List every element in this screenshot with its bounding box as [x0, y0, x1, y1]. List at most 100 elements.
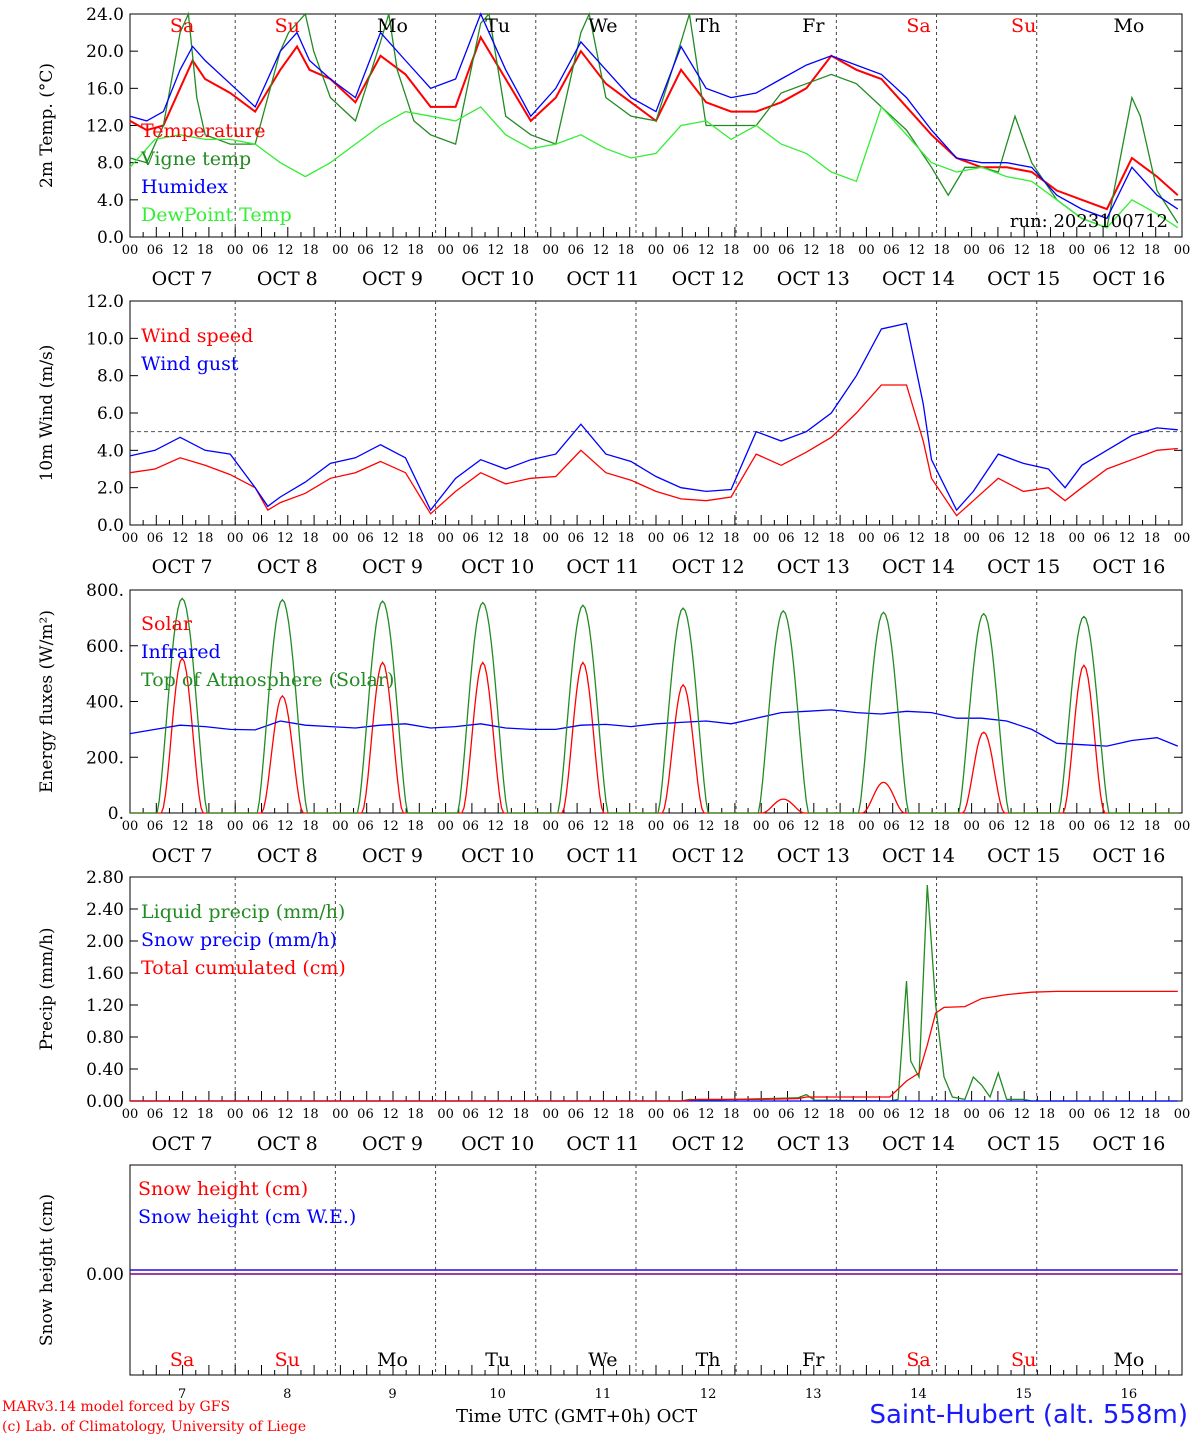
date-label: OCT 10 — [461, 556, 534, 578]
hour-tick-label: 18 — [197, 531, 214, 546]
y-tick-label: 8.0 — [97, 154, 124, 174]
hour-tick-label: 06 — [252, 819, 269, 834]
date-label: OCT 12 — [672, 845, 745, 867]
hour-tick-label: 18 — [1144, 531, 1161, 546]
hour-tick-label: 18 — [933, 1107, 950, 1122]
date-label: OCT 11 — [566, 845, 639, 867]
hour-tick-label: 06 — [462, 1107, 479, 1122]
hour-tick-label: 06 — [988, 819, 1005, 834]
hour-tick-label: 06 — [568, 243, 585, 258]
hour-tick-label: 00 — [543, 243, 560, 258]
weekday-label: Mo — [377, 15, 408, 37]
hour-tick-label: 00 — [332, 1107, 349, 1122]
hour-tick-label: 00 — [1174, 243, 1191, 258]
series-line-wind-speed — [129, 384, 1178, 517]
time-axis-label: Time UTC (GMT+0h) OCT — [456, 1406, 698, 1427]
hour-tick-label: 06 — [147, 1107, 164, 1122]
y-tick-label: 600. — [86, 637, 124, 657]
y-tick-label: 0.80 — [86, 1028, 124, 1048]
date-label: OCT 11 — [566, 268, 639, 290]
legend-entry: Liquid precip (mm/h) — [141, 901, 345, 923]
hour-tick-label: 00 — [543, 819, 560, 834]
y-tick-label: 0.0 — [97, 516, 124, 536]
hour-tick-label: 12 — [803, 531, 820, 546]
hour-tick-label: 12 — [382, 531, 399, 546]
hour-tick-label: 00 — [437, 819, 454, 834]
hour-tick-label: 12 — [277, 531, 294, 546]
hour-tick-label: 00 — [227, 819, 244, 834]
date-label: OCT 13 — [777, 1133, 850, 1155]
hour-tick-label: 12 — [487, 1107, 504, 1122]
legend-entry: DewPoint Temp — [141, 204, 292, 226]
hour-tick-label: 06 — [1094, 1107, 1111, 1122]
y-tick-label: 2.80 — [86, 868, 124, 888]
hour-tick-label: 12 — [487, 531, 504, 546]
date-label: OCT 11 — [566, 1133, 639, 1155]
hour-tick-label: 00 — [753, 819, 770, 834]
hour-tick-label: 12 — [172, 1107, 189, 1122]
y-axis-label: 2m Temp. (°C) — [37, 63, 57, 188]
hour-tick-label: 12 — [1013, 819, 1030, 834]
hour-tick-label: 12 — [908, 243, 925, 258]
hour-tick-label: 12 — [172, 819, 189, 834]
weekday-label: We — [588, 1349, 617, 1371]
hour-tick-label: 00 — [963, 243, 980, 258]
date-label: OCT 10 — [461, 1133, 534, 1155]
hour-tick-label: 12 — [908, 819, 925, 834]
weekday-label: Mo — [1113, 1349, 1144, 1371]
hour-tick-label: 18 — [828, 243, 845, 258]
hour-tick-label: 18 — [1038, 243, 1055, 258]
legend-entry: Wind gust — [141, 353, 239, 375]
hour-tick-label: 06 — [778, 819, 795, 834]
hour-tick-label: 18 — [933, 243, 950, 258]
series-line-temperature — [129, 34, 1179, 211]
hour-tick-label: 06 — [883, 1107, 900, 1122]
legend-entry: Temperature — [141, 120, 265, 142]
date-label: OCT 7 — [152, 556, 213, 578]
legend-entry: Vigne temp — [140, 148, 251, 170]
hour-tick-label: 12 — [1013, 531, 1030, 546]
hour-tick-label: 18 — [1038, 1107, 1055, 1122]
day-number: 14 — [910, 1387, 927, 1400]
plot-frame — [129, 589, 1183, 814]
hour-tick-label: 00 — [437, 1107, 454, 1122]
hour-tick-label: 06 — [988, 243, 1005, 258]
hour-tick-label: 18 — [407, 819, 424, 834]
y-tick-label: 12.0 — [86, 292, 124, 312]
date-label: OCT 11 — [566, 556, 639, 578]
hour-tick-label: 00 — [227, 243, 244, 258]
hour-tick-label: 18 — [1038, 531, 1055, 546]
y-tick-label: 12.0 — [86, 117, 124, 137]
y-tick-label: 400. — [86, 693, 124, 713]
hour-tick-label: 00 — [648, 819, 665, 834]
legend-entry: Infrared — [141, 641, 221, 663]
hour-tick-label: 06 — [778, 531, 795, 546]
hour-tick-label: 12 — [1119, 1107, 1136, 1122]
weekday-label: Mo — [1113, 15, 1144, 37]
hour-tick-label: 18 — [302, 243, 319, 258]
date-label: OCT 14 — [882, 556, 955, 578]
y-tick-label: 0.40 — [86, 1060, 124, 1080]
hour-tick-label: 06 — [568, 819, 585, 834]
hour-tick-label: 06 — [1094, 819, 1111, 834]
hour-tick-label: 06 — [252, 531, 269, 546]
weekday-label: Sa — [170, 1349, 194, 1371]
hour-tick-label: 18 — [302, 1107, 319, 1122]
hour-tick-label: 06 — [883, 531, 900, 546]
y-tick-label: 0.0 — [97, 228, 124, 248]
hour-tick-label: 00 — [648, 243, 665, 258]
hour-tick-label: 12 — [593, 243, 610, 258]
hour-tick-label: 18 — [407, 1107, 424, 1122]
day-number: 11 — [595, 1387, 612, 1400]
y-tick-label: 20.0 — [86, 42, 124, 62]
y-tick-label: 0.00 — [86, 1092, 124, 1112]
hour-tick-label: 18 — [512, 819, 529, 834]
y-tick-label: 4.0 — [97, 441, 124, 461]
hour-tick-label: 00 — [963, 819, 980, 834]
legend-entry: Solar — [141, 613, 193, 635]
weekday-label: Su — [1011, 1349, 1036, 1371]
hour-tick-label: 00 — [858, 819, 875, 834]
series-line-wind-gust — [129, 322, 1178, 512]
date-label: OCT 10 — [461, 268, 534, 290]
legend-entry: Total cumulated (cm) — [141, 957, 346, 979]
